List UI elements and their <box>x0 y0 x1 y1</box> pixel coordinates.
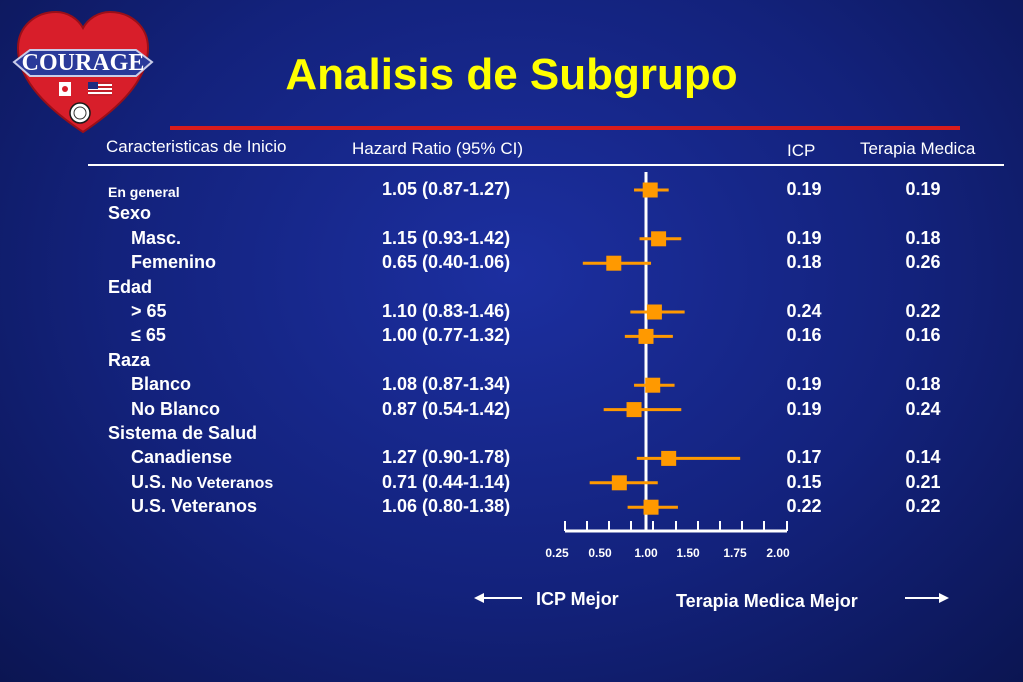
row-label: U.S. Veteranos <box>131 496 257 517</box>
canada-flag <box>54 82 76 96</box>
row-label-text: Edad <box>108 276 153 297</box>
hazard-ratio-value: 1.08 (0.87-1.34) <box>382 374 511 395</box>
hazard-ratio-value: 0.65 (0.40-1.06) <box>382 252 511 273</box>
axis-tick-label: 0.25 <box>545 546 569 560</box>
icp-value: 0.24 <box>786 301 822 321</box>
axis-tick-label: 1.75 <box>723 546 747 560</box>
row-label: > 65 <box>131 301 167 322</box>
hazard-ratio-marker <box>645 377 661 393</box>
direction-right-label: Terapia Medica Mejor <box>676 591 858 611</box>
icp-value: 0.19 <box>786 227 822 248</box>
usa-flag <box>88 82 112 96</box>
row-label-text: U.S. <box>131 471 167 492</box>
arrow-right-icon <box>939 593 949 603</box>
icp-value: 0.18 <box>786 252 822 273</box>
icp-value: 0.22 <box>786 496 822 517</box>
terapia-value: 0.18 <box>905 227 941 248</box>
hazard-ratio-value: 0.87 (0.54-1.42) <box>382 398 511 419</box>
row-label-text: ≤ 65 <box>131 325 166 346</box>
row-label: En general <box>108 181 180 202</box>
row-label: Sexo <box>108 203 151 224</box>
row-label-text: Masc. <box>131 227 182 248</box>
row-label-text: Canadiense <box>131 447 233 468</box>
axis-tick-label: 1.00 <box>634 546 658 560</box>
row-label: U.S. No Veteranos <box>131 472 273 493</box>
row-label-text: Sistema de Salud <box>108 423 258 443</box>
hazard-ratio-value: 0.71 (0.44-1.14) <box>382 471 511 492</box>
title-underline <box>170 126 960 130</box>
row-label-text: No Blanco <box>131 398 221 419</box>
icp-value: 0.19 <box>786 179 822 199</box>
terapia-value: 0.18 <box>905 374 941 395</box>
hazard-ratio-marker <box>626 402 642 418</box>
header-divider <box>88 164 1004 166</box>
row-label-text: Raza <box>108 349 151 370</box>
hazard-ratio-marker <box>651 231 667 247</box>
hazard-ratio-value: 1.10 (0.83-1.46) <box>382 301 511 321</box>
axis-tick-label: 2.00 <box>766 546 790 560</box>
hazard-ratio-marker <box>643 499 659 515</box>
terapia-value: 0.26 <box>905 252 941 273</box>
direction-left-label: ICP Mejor <box>536 589 619 609</box>
hazard-ratio-value: 1.15 (0.93-1.42) <box>382 227 511 248</box>
row-label-text: Femenino <box>131 252 217 273</box>
terapia-value: 0.21 <box>905 471 941 492</box>
row-label-text: > 65 <box>131 301 167 321</box>
header-hazard-ratio: Hazard Ratio (95% CI) <box>352 139 524 158</box>
row-label: Edad <box>108 277 152 298</box>
icp-value: 0.15 <box>786 471 822 492</box>
icp-value: 0.17 <box>786 447 822 468</box>
hazard-ratio-value: 1.27 (0.90-1.78) <box>382 447 511 468</box>
icp-value: 0.19 <box>786 374 822 395</box>
arrow-left-icon <box>474 593 484 603</box>
hazard-ratio-marker <box>642 182 658 198</box>
terapia-value: 0.24 <box>905 398 941 419</box>
header-characteristics: Caracteristicas de Inicio <box>106 137 287 156</box>
row-label: ≤ 65 <box>131 325 166 346</box>
hazard-ratio-value: 1.00 (0.77-1.32) <box>382 325 511 346</box>
courage-logo: COURAGE <box>12 10 154 134</box>
row-label: Masc. <box>131 228 181 249</box>
hazard-ratio-marker <box>646 304 662 320</box>
page-title: Analisis de Subgrupo <box>285 50 738 99</box>
hazard-ratio-value: 1.06 (0.80-1.38) <box>382 496 511 517</box>
hazard-ratio-marker <box>606 255 622 271</box>
terapia-value: 0.22 <box>905 301 941 321</box>
row-label: Sistema de Salud <box>108 423 257 444</box>
row-label-text: U.S. Veteranos <box>131 496 258 517</box>
row-label: Canadiense <box>131 447 232 468</box>
header-icp: ICP <box>787 141 816 160</box>
icp-value: 0.19 <box>786 398 822 419</box>
terapia-value: 0.14 <box>905 447 941 468</box>
terapia-value: 0.16 <box>905 325 941 346</box>
row-label: No Blanco <box>131 399 220 420</box>
axis-tick-label: 1.50 <box>676 546 700 560</box>
header-terapia: Terapia Medica <box>860 139 976 158</box>
row-label-text: Sexo <box>108 203 152 224</box>
row-label: Raza <box>108 350 150 371</box>
terapia-value: 0.22 <box>905 496 941 517</box>
row-label-text: En general <box>108 184 180 200</box>
hazard-ratio-marker <box>611 475 627 491</box>
terapia-value: 0.19 <box>905 179 941 199</box>
axis-tick-label: 0.50 <box>588 546 612 560</box>
row-label: Blanco <box>131 374 191 395</box>
hazard-ratio-marker <box>638 328 654 344</box>
icp-value: 0.16 <box>786 325 822 346</box>
hazard-ratio-value: 1.05 (0.87-1.27) <box>382 179 511 199</box>
va-seal-icon <box>69 102 91 124</box>
hazard-ratio-marker <box>661 450 677 466</box>
row-label-text: Blanco <box>131 374 192 395</box>
row-label-small: No Veteranos <box>171 474 274 492</box>
row-label: Femenino <box>131 252 216 273</box>
logo-text: COURAGE <box>22 50 145 76</box>
